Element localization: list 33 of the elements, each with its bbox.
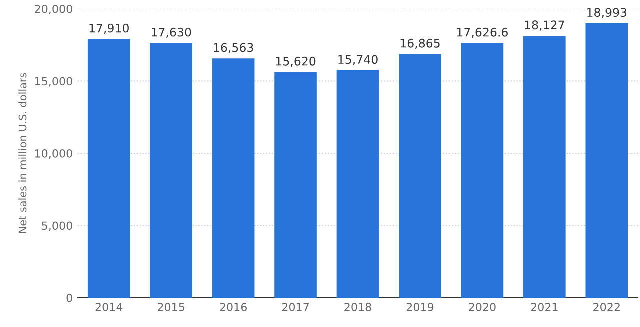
x-tick-label: 2015 — [158, 303, 184, 312]
x-tick-label: 2022 — [594, 303, 620, 312]
data-label: 15,740 — [338, 55, 378, 66]
y-axis-title: Net sales in million U.S. dollars — [18, 73, 27, 234]
data-label: 15,620 — [276, 56, 316, 68]
x-tick-label: 2018 — [344, 303, 372, 312]
y-tick-label: 5,000 — [42, 222, 72, 232]
y-tick-label: 20,000 — [35, 4, 72, 15]
data-label: 18,993 — [588, 8, 627, 18]
bar — [461, 43, 504, 298]
x-tick-label: 2019 — [406, 303, 434, 312]
data-label: 17,626.6 — [457, 28, 508, 38]
bar — [586, 24, 628, 298]
y-tick-label: 15,000 — [35, 77, 72, 87]
y-tick-label: 10,000 — [35, 149, 72, 160]
x-tick-label: 2021 — [531, 303, 558, 312]
data-label: 18,127 — [525, 20, 564, 31]
data-label: 17,630 — [152, 28, 192, 38]
x-tick-label: 2014 — [96, 303, 123, 312]
data-label: 16,563 — [214, 43, 254, 54]
bar — [88, 39, 130, 298]
y-tick-label: 0 — [66, 294, 72, 302]
bar — [274, 72, 317, 298]
bar — [212, 58, 255, 298]
bar — [336, 70, 380, 298]
x-tick-label: 2016 — [220, 303, 247, 312]
bar — [399, 54, 442, 298]
data-label: 16,865 — [400, 38, 440, 50]
bar — [524, 36, 566, 298]
x-tick-label: 2017 — [282, 303, 309, 312]
data-label: 17,910 — [90, 24, 129, 34]
bar — [150, 43, 192, 298]
x-tick-label: 2020 — [469, 303, 496, 312]
